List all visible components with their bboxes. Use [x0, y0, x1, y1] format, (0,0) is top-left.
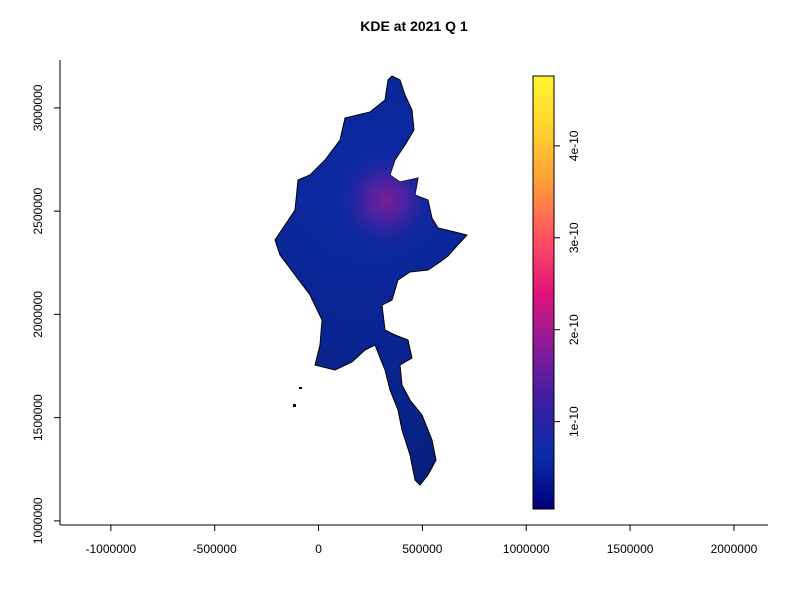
- chart-title: KDE at 2021 Q 1: [360, 18, 468, 34]
- x-tick-label: 0: [315, 542, 322, 556]
- x-tick-label: 500000: [402, 542, 442, 556]
- colorbar-tick-label: 1e-10: [567, 406, 581, 437]
- x-tick-label: -500000: [193, 542, 237, 556]
- country-shape: [274, 75, 468, 486]
- y-tick-label: 1000000: [31, 497, 45, 544]
- x-tick-label: 1500000: [607, 542, 654, 556]
- y-tick-label: 2000000: [31, 291, 45, 338]
- colorbar-tick-label: 4e-10: [567, 130, 581, 161]
- colorbar-tick-label: 2e-10: [567, 314, 581, 345]
- x-tick-label: 1000000: [503, 542, 550, 556]
- colorbar: [532, 75, 555, 510]
- y-tick-label: 1500000: [31, 394, 45, 441]
- colorbar-tick-label: 3e-10: [567, 222, 581, 253]
- x-tick-label: -1000000: [86, 542, 137, 556]
- y-tick-label: 3000000: [31, 84, 45, 131]
- x-tick-label: 2000000: [711, 542, 758, 556]
- y-tick-label: 2500000: [31, 187, 45, 234]
